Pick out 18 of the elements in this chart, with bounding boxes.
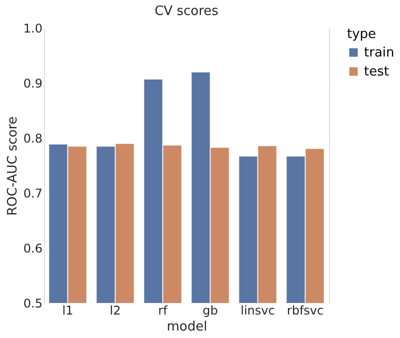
legend-label: test — [364, 64, 389, 80]
legend-title: type — [347, 27, 376, 42]
y-tick-label: 1.0 — [23, 22, 42, 36]
x-tick-label: rf — [158, 304, 168, 318]
legend-label: train — [364, 46, 394, 60]
x-tick-label: linsvc — [240, 304, 275, 318]
x-axis-title: model — [166, 320, 208, 334]
x-tick-label: l1 — [62, 304, 74, 318]
x-tick-label: gb — [202, 304, 218, 318]
y-tick-label: 0.8 — [23, 132, 42, 146]
x-tick-label: rbfsvc — [286, 304, 324, 318]
y-tick-label: 0.9 — [23, 76, 42, 90]
y-axis-title: ROC-AUC score — [5, 116, 20, 216]
y-tick-label: 0.7 — [23, 186, 42, 200]
chart-title: CV scores — [154, 4, 219, 19]
y-tick-label: 0.5 — [23, 296, 42, 310]
x-tick-label: l2 — [110, 304, 121, 318]
y-tick-label: 0.6 — [23, 242, 42, 256]
